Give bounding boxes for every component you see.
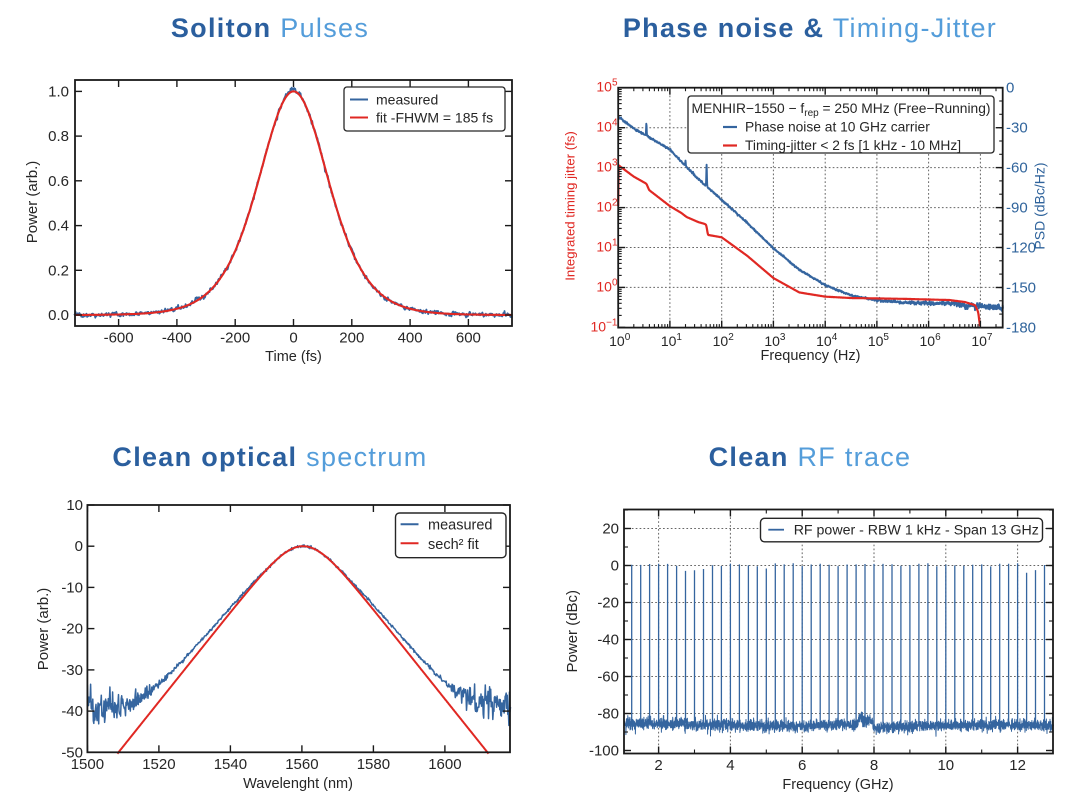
- svg-text:0: 0: [289, 330, 297, 347]
- svg-text:-100: -100: [589, 743, 619, 760]
- svg-text:measured: measured: [376, 92, 438, 108]
- svg-text:12: 12: [1009, 757, 1026, 774]
- svg-text:1600: 1600: [428, 756, 461, 773]
- svg-text:-200: -200: [220, 330, 250, 347]
- svg-text:MENHIR−1550 − frep = 250 MHz (: MENHIR−1550 − frep = 250 MHz (Free−Runni…: [692, 101, 991, 119]
- svg-text:1.0: 1.0: [48, 83, 69, 100]
- svg-text:1560: 1560: [285, 756, 318, 773]
- svg-text:1540: 1540: [214, 756, 247, 773]
- svg-text:200: 200: [339, 330, 364, 347]
- svg-text:-60: -60: [1006, 160, 1028, 177]
- svg-text:Power (arb.): Power (arb.): [35, 588, 52, 671]
- svg-text:0.6: 0.6: [48, 173, 69, 190]
- svg-text:0: 0: [75, 538, 83, 555]
- svg-text:2: 2: [654, 757, 662, 774]
- svg-text:-80: -80: [597, 706, 619, 723]
- svg-text:-40: -40: [61, 703, 83, 720]
- svg-text:measured: measured: [428, 518, 492, 534]
- svg-text:0.4: 0.4: [48, 218, 69, 235]
- svg-text:10: 10: [66, 497, 83, 514]
- svg-text:-120: -120: [1006, 240, 1036, 257]
- svg-text:-150: -150: [1006, 280, 1036, 297]
- svg-text:sech² fit: sech² fit: [428, 537, 479, 553]
- svg-text:-20: -20: [61, 621, 83, 638]
- svg-text:0.8: 0.8: [48, 128, 69, 145]
- svg-text:-20: -20: [597, 595, 619, 612]
- svg-text:-400: -400: [162, 330, 192, 347]
- svg-text:Timing-jitter < 2 fs [1 kHz -: Timing-jitter < 2 fs [1 kHz - 10 MHz]: [745, 138, 961, 153]
- svg-text:Wavelenght (nm): Wavelenght (nm): [243, 776, 353, 792]
- svg-text:-50: -50: [61, 744, 83, 761]
- svg-text:4: 4: [726, 757, 734, 774]
- svg-text:Phase noise at 10 GHz carrier: Phase noise at 10 GHz carrier: [745, 120, 930, 135]
- svg-text:PSD (dBc/Hz): PSD (dBc/Hz): [1032, 162, 1048, 249]
- svg-text:6: 6: [798, 757, 806, 774]
- svg-text:600: 600: [456, 330, 481, 347]
- svg-text:20: 20: [602, 521, 619, 538]
- svg-text:400: 400: [398, 330, 423, 347]
- svg-text:Frequency (GHz): Frequency (GHz): [782, 777, 893, 793]
- svg-text:RF power - RBW 1 kHz - Span 13: RF power - RBW 1 kHz - Span 13 GHz: [794, 523, 1039, 539]
- svg-text:1520: 1520: [142, 756, 175, 773]
- svg-text:-90: -90: [1006, 200, 1028, 217]
- svg-text:1500: 1500: [71, 756, 104, 773]
- svg-text:0: 0: [1006, 80, 1014, 97]
- svg-text:0.0: 0.0: [48, 307, 69, 324]
- svg-text:Power (dBc): Power (dBc): [564, 590, 581, 673]
- svg-text:fit -FHWM = 185 fs: fit -FHWM = 185 fs: [376, 110, 493, 126]
- svg-text:-10: -10: [61, 579, 83, 596]
- svg-text:-600: -600: [104, 330, 134, 347]
- svg-text:10: 10: [937, 757, 954, 774]
- svg-text:-40: -40: [597, 632, 619, 649]
- svg-text:0: 0: [611, 558, 619, 575]
- svg-text:8: 8: [870, 757, 878, 774]
- svg-text:Integrated timing jitter (fs): Integrated timing jitter (fs): [563, 131, 578, 281]
- svg-text:0.2: 0.2: [48, 262, 69, 279]
- svg-text:1580: 1580: [357, 756, 390, 773]
- svg-text:Frequency (Hz): Frequency (Hz): [761, 348, 861, 364]
- svg-text:Time (fs): Time (fs): [265, 349, 322, 365]
- svg-text:-180: -180: [1006, 319, 1036, 336]
- svg-text:-30: -30: [1006, 120, 1028, 137]
- svg-text:-60: -60: [597, 669, 619, 686]
- svg-text:-30: -30: [61, 662, 83, 679]
- svg-text:Power (arb.): Power (arb.): [24, 161, 41, 244]
